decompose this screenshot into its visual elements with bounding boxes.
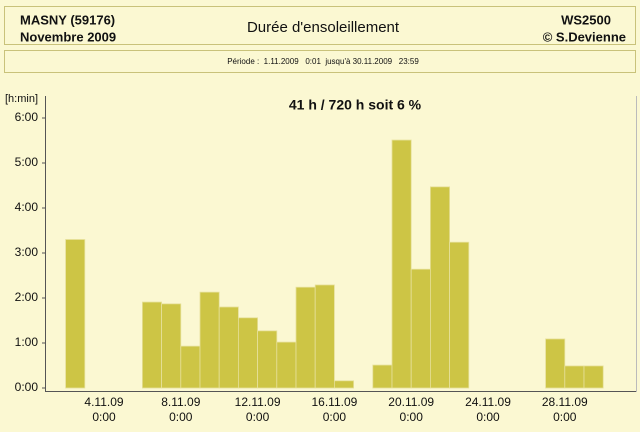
bar xyxy=(583,365,604,389)
x-tick-label: 24.11.09 xyxy=(465,395,511,409)
x-tick-label: 8.11.09 xyxy=(161,395,200,409)
bar xyxy=(218,306,239,389)
bar xyxy=(372,364,393,389)
bar xyxy=(333,380,354,389)
y-tick-label: 6:00 xyxy=(15,110,39,124)
x-tick-label: 12.11.09 xyxy=(235,395,281,409)
x-tick-label: 16.11.09 xyxy=(311,395,357,409)
x-tick-time: 0:00 xyxy=(476,410,500,424)
bar xyxy=(237,317,258,389)
bar xyxy=(257,330,278,389)
header-box xyxy=(4,6,636,45)
bar xyxy=(180,345,201,389)
bar xyxy=(449,241,470,389)
x-tick-time: 0:00 xyxy=(169,410,193,424)
x-tick-label: 4.11.09 xyxy=(84,395,123,409)
bar xyxy=(545,338,566,389)
bar xyxy=(276,341,297,389)
bar xyxy=(314,284,335,389)
station: MASNY (59176) xyxy=(20,12,115,27)
x-tick-time: 0:00 xyxy=(323,410,347,424)
chart-title: 41 h / 720 h soit 6 % xyxy=(289,97,422,113)
bar xyxy=(161,303,182,389)
bar xyxy=(429,186,450,389)
x-tick-label: 20.11.09 xyxy=(388,395,434,409)
period: Période : 1.11.2009 0:01 jusqu'à 30.11.2… xyxy=(227,57,419,66)
y-tick-label: 4:00 xyxy=(15,200,39,214)
device: WS2500 xyxy=(561,12,611,27)
bar xyxy=(410,268,431,389)
y-tick-label: 1:00 xyxy=(15,335,39,349)
x-tick-time: 0:00 xyxy=(553,410,577,424)
x-tick-time: 0:00 xyxy=(246,410,270,424)
period-box xyxy=(4,50,636,73)
bar xyxy=(141,301,162,389)
bar xyxy=(199,291,220,389)
x-tick-time: 0:00 xyxy=(92,410,116,424)
y-tick-label: 3:00 xyxy=(15,245,39,259)
month: Novembre 2009 xyxy=(20,29,116,44)
header-title: Durée d'ensoleillement xyxy=(247,19,400,36)
y-tick-label: 0:00 xyxy=(15,380,39,394)
author: © S.Devienne xyxy=(543,29,626,44)
bar xyxy=(65,239,86,389)
bar xyxy=(295,286,316,389)
bar xyxy=(391,139,412,389)
y-axis-label: [h:min] xyxy=(5,93,38,105)
y-tick-label: 5:00 xyxy=(15,155,39,169)
x-tick-label: 28.11.09 xyxy=(542,395,588,409)
y-tick-label: 2:00 xyxy=(15,290,39,304)
x-tick-time: 0:00 xyxy=(400,410,424,424)
bar xyxy=(564,365,585,389)
